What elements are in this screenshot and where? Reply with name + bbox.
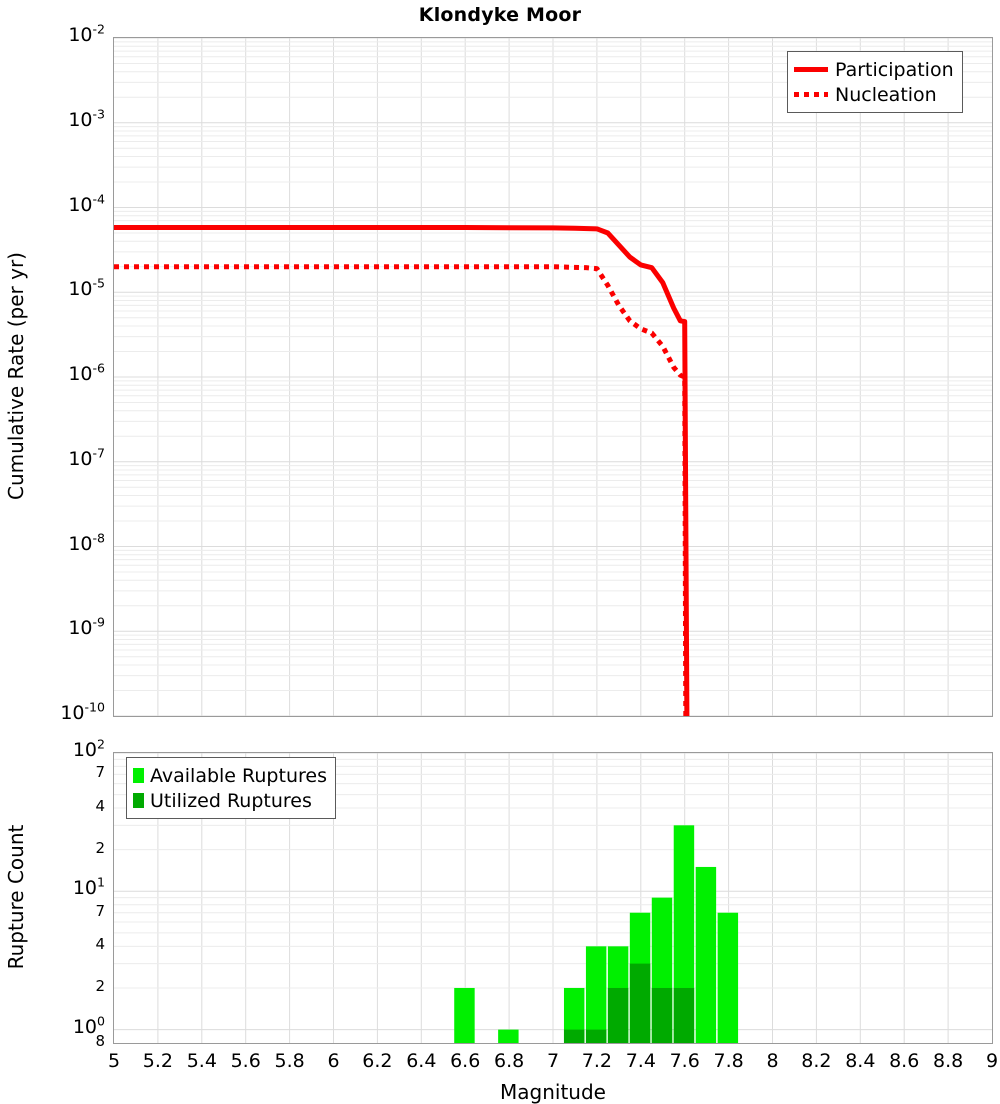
bar-available: [695, 866, 717, 1043]
x-axis-label: Magnitude: [500, 1080, 606, 1104]
bar-available: [717, 912, 739, 1043]
bottom-y-tick-label: 4: [95, 797, 105, 816]
legend-label-available-ruptures: Available Ruptures: [150, 764, 327, 787]
x-tick-label: 8: [766, 1050, 779, 1072]
bottom-y-tick-label: 4: [95, 935, 105, 954]
solid-line-icon: [794, 67, 828, 72]
bottom-y-tick-label: 102: [72, 736, 105, 761]
x-tick-label: 6: [327, 1050, 340, 1072]
bar-available: [454, 987, 475, 1043]
x-tick-label: 7.8: [713, 1050, 744, 1072]
legend-label-participation: Participation: [835, 58, 954, 81]
page-title: Klondyke Moor: [418, 4, 582, 26]
bar-utilized: [651, 987, 673, 1043]
x-tick-label: 8.4: [845, 1050, 876, 1072]
x-tick-label: 6.2: [362, 1050, 393, 1072]
top-y-tick-label: 10-7: [68, 445, 105, 470]
top-y-tick-label: 10-6: [68, 360, 105, 385]
bottom-y-tick-label: 2: [95, 976, 105, 995]
x-tick-label: 5.6: [230, 1050, 261, 1072]
cumulative-rate-svg: [114, 38, 992, 716]
top-y-tick-label: 10-3: [68, 106, 105, 131]
legend-item-nucleation[interactable]: Nucleation: [794, 82, 954, 107]
bottom-panel-y-axis-label: Rupture Count: [4, 824, 28, 970]
legend-label-nucleation: Nucleation: [835, 83, 937, 106]
x-tick-label: 7.6: [669, 1050, 700, 1072]
x-tick-label: 7.2: [581, 1050, 612, 1072]
top-y-tick-label: 10-2: [68, 21, 105, 46]
x-tick-label: 6.8: [493, 1050, 525, 1072]
bar-available: [585, 946, 607, 1043]
top-y-tick-label: 10-4: [68, 191, 105, 216]
x-tick-label: 7.4: [625, 1050, 656, 1072]
cumulative-rate-plot: [113, 37, 993, 717]
rupture-count-svg: [114, 753, 992, 1043]
x-tick-label: 5.2: [142, 1050, 173, 1072]
bar-utilized: [673, 987, 695, 1043]
utilized-ruptures-swatch-icon: [133, 793, 144, 808]
series-nucleation: [114, 264, 689, 716]
bottom-y-tick-label: 7: [95, 901, 105, 920]
series-participation: [114, 225, 690, 716]
bar-utilized: [563, 1029, 585, 1043]
top-y-tick-label: 10-9: [68, 614, 105, 640]
bottom-y-tick-label: 101: [72, 874, 105, 900]
rupture-count-plot: [113, 752, 993, 1044]
legend-item-available-ruptures[interactable]: Available Ruptures: [133, 763, 327, 788]
x-tick-label: 8.6: [889, 1050, 920, 1072]
available-ruptures-swatch-icon: [133, 768, 144, 783]
x-tick-label: 7: [546, 1050, 560, 1072]
top-panel-y-axis-label: Cumulative Rate (per yr): [4, 252, 28, 500]
x-tick-label: 6.6: [450, 1050, 481, 1072]
legend-item-participation[interactable]: Participation: [794, 57, 954, 82]
legend-label-utilized-ruptures: Utilized Ruptures: [150, 789, 312, 812]
bottom-y-tick-label: 100: [72, 1013, 105, 1038]
x-tick-label: 5.8: [274, 1050, 305, 1072]
top-panel-legend: Participation Nucleation: [787, 51, 963, 113]
x-tick-label: 8.2: [801, 1050, 832, 1072]
dotted-line-icon: [794, 92, 828, 97]
bar-available: [498, 1029, 519, 1043]
x-tick-label: 6.4: [406, 1050, 437, 1072]
top-y-tick-label: 10-8: [68, 530, 105, 555]
bar-available: [563, 987, 585, 1043]
x-tick-label: 5.4: [186, 1050, 217, 1072]
bar-utilized: [629, 963, 651, 1043]
x-tick-label: 8.8: [932, 1050, 964, 1072]
top-y-tick-label: 10-10: [60, 699, 105, 724]
legend-item-utilized-ruptures[interactable]: Utilized Ruptures: [133, 788, 327, 813]
bottom-y-tick-label: 2: [95, 838, 105, 857]
bar-utilized: [607, 987, 629, 1043]
bottom-y-tick-label: 8: [95, 1032, 105, 1050]
x-tick-label: 5: [107, 1050, 121, 1072]
bottom-y-tick-label: 7: [95, 763, 105, 782]
x-tick-label: 9: [985, 1050, 999, 1072]
bar-utilized: [585, 1029, 607, 1043]
top-y-tick-label: 10-5: [68, 275, 105, 301]
bottom-panel-legend: Available Ruptures Utilized Ruptures: [126, 757, 336, 819]
